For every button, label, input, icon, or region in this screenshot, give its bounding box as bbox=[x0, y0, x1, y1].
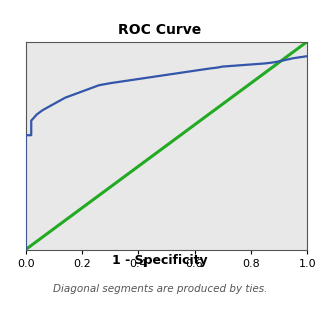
Text: Diagonal segments are produced by ties.: Diagonal segments are produced by ties. bbox=[53, 284, 267, 294]
Text: 1 - Specificity: 1 - Specificity bbox=[112, 254, 208, 267]
Text: ROC Curve: ROC Curve bbox=[118, 23, 202, 37]
